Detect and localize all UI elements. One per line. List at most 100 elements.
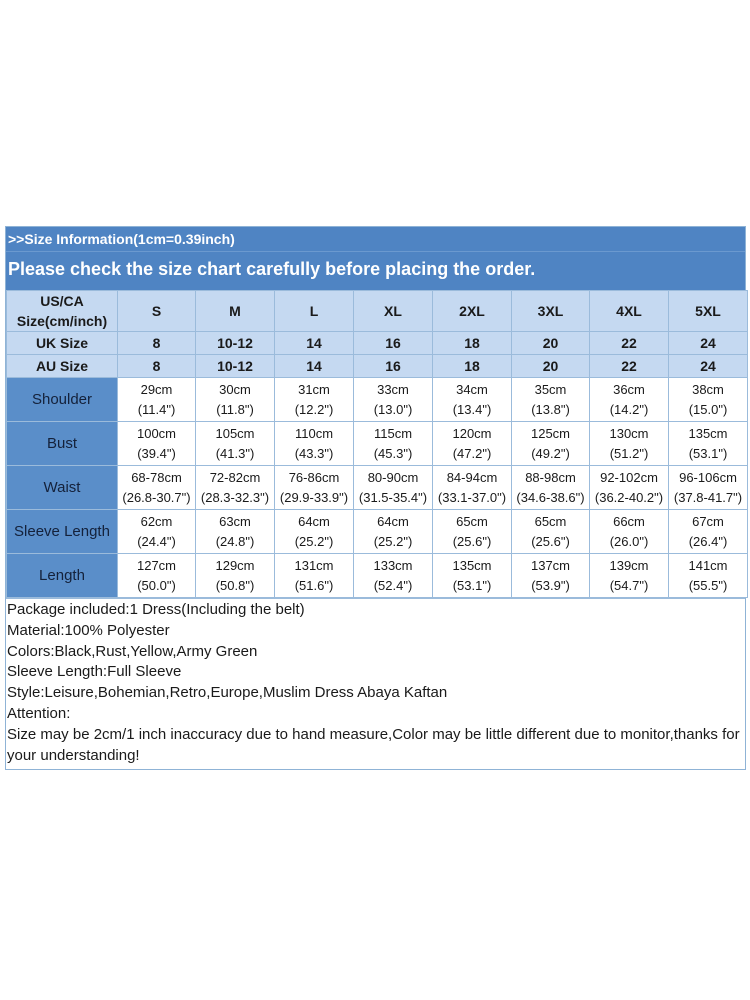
cm-value: 133cm — [373, 557, 413, 573]
cm-value: 65cm — [456, 513, 488, 529]
measurement-cell: 68-78cm (26.8-30.7") — [117, 465, 196, 510]
uk-size-value-4: 18 — [432, 331, 512, 355]
measurement-cell: 36cm (14.2") — [589, 377, 669, 422]
au-size-value-2: 14 — [274, 354, 354, 378]
measurement-cell: 130cm (51.2") — [589, 421, 669, 466]
size-table: US/CA Size(cm/inch) S M L XL 2XL 3XL 4XL 5XL UK… — [6, 290, 748, 598]
measurement-cell: 133cm (52.4") — [353, 553, 433, 598]
inch-value: (55.5") — [688, 577, 728, 593]
inch-value: (54.7") — [609, 577, 649, 593]
inch-value: (43.3") — [294, 445, 334, 461]
measurement-cell: 105cm (41.3") — [195, 421, 275, 466]
au-size-value-1: 10-12 — [195, 354, 275, 378]
measurement-row-bust: Bust 100cm (39.4") 105cm (41.3") 110cm (43.3")… — [6, 421, 748, 466]
cm-value: 96-106cm — [679, 469, 737, 485]
uk-size-value-3: 16 — [353, 331, 433, 355]
cm-value: 64cm — [377, 513, 409, 529]
measurement-label: Waist — [6, 465, 118, 510]
cm-value: 36cm — [613, 381, 645, 397]
inch-value: (13.0") — [373, 401, 413, 417]
inch-value: (33.1-37.0") — [437, 489, 507, 505]
inch-value: (13.4") — [452, 401, 492, 417]
inch-value: (39.4") — [137, 445, 176, 461]
inch-value: (26.0") — [609, 533, 649, 549]
measurement-cell: 30cm (11.8") — [195, 377, 275, 422]
inch-value: (29.9-33.9") — [279, 489, 349, 505]
au-size-value-3: 16 — [353, 354, 433, 378]
cm-value: 63cm — [219, 513, 251, 529]
measurement-cell: 35cm (13.8") — [511, 377, 590, 422]
uk-size-value-6: 22 — [589, 331, 669, 355]
size-name-5: 3XL — [511, 290, 590, 332]
measurement-cell: 84-94cm (33.1-37.0") — [432, 465, 512, 510]
inch-value: (14.2") — [609, 401, 649, 417]
measurement-cell: 65cm (25.6") — [511, 509, 590, 554]
note-line: Package included:1 Dress(Including the b… — [7, 601, 305, 618]
measurement-cell: 92-102cm (36.2-40.2") — [589, 465, 669, 510]
cm-value: 130cm — [609, 425, 649, 441]
size-check-banner: Please check the size chart carefully be… — [6, 251, 745, 290]
inch-value: (11.4") — [137, 401, 176, 417]
inch-value: (53.1") — [452, 577, 492, 593]
inch-value: (28.3-32.3") — [200, 489, 270, 505]
size-name-6: 4XL — [589, 290, 669, 332]
inch-value: (45.3") — [373, 445, 413, 461]
measurement-row-shoulder: Shoulder 29cm (11.4") 30cm (11.8") 31cm (12.2"… — [6, 377, 748, 422]
cm-value: 88-98cm — [525, 469, 576, 485]
inch-value: (26.8-30.7") — [122, 489, 191, 505]
measurement-cell: 125cm (49.2") — [511, 421, 590, 466]
size-name-7: 5XL — [668, 290, 748, 332]
note-line: Sleeve Length:Full Sleeve — [7, 663, 182, 681]
measurement-row-sleeve-length: Sleeve Length 62cm (24.4") 63cm (24.8") 64cm (… — [6, 509, 748, 554]
cm-value: 76-86cm — [288, 469, 340, 485]
cm-value: 131cm — [294, 557, 334, 573]
measurement-cell: 127cm (50.0") — [117, 553, 196, 598]
inch-value: (52.4") — [373, 577, 413, 593]
inch-value: (26.4") — [688, 533, 728, 549]
inch-value: (51.2") — [609, 445, 649, 461]
inch-value: (25.6") — [531, 533, 570, 549]
cm-value: 129cm — [215, 557, 255, 573]
measurement-cell: 66cm (26.0") — [589, 509, 669, 554]
measurement-row-waist: Waist 68-78cm (26.8-30.7") 72-82cm (28.3-32.… — [6, 465, 748, 510]
measurement-label: Shoulder — [6, 377, 118, 422]
inch-value: (24.8") — [215, 533, 255, 549]
measurement-cell: 62cm (24.4") — [117, 509, 196, 554]
cm-value: 115cm — [373, 425, 413, 441]
cm-value: 141cm — [688, 557, 728, 573]
cm-value: 67cm — [692, 513, 724, 529]
cm-value: 135cm — [452, 557, 492, 573]
measurement-row-length: Length 127cm (50.0") 129cm (50.8") 131cm (51.6… — [6, 553, 748, 598]
size-name-0: S — [117, 290, 196, 332]
measurement-cell: 88-98cm (34.6-38.6") — [511, 465, 590, 510]
size-name-3: XL — [353, 290, 433, 332]
inch-value: (31.5-35.4") — [358, 489, 428, 505]
inch-value: (50.0") — [137, 577, 176, 593]
size-header-row: US/CA Size(cm/inch) S M L XL 2XL 3XL 4XL 5XL — [6, 290, 748, 332]
product-notes: Package included:1 Dress(Including the b… — [6, 598, 745, 769]
inch-value: (12.2") — [294, 401, 334, 417]
measurement-cell: 131cm (51.6") — [274, 553, 354, 598]
cm-value: 84-94cm — [446, 469, 498, 485]
cm-value: 35cm — [534, 381, 567, 397]
measurement-cell: 135cm (53.1") — [432, 553, 512, 598]
inch-value: (34.6-38.6") — [516, 489, 585, 505]
inch-value: (41.3") — [215, 445, 255, 461]
inch-value: (36.2-40.2") — [594, 489, 664, 505]
inch-value: (53.1") — [688, 445, 728, 461]
au-size-value-6: 22 — [589, 354, 669, 378]
inch-value: (24.4") — [137, 533, 176, 549]
inch-value: (25.2") — [373, 533, 413, 549]
cm-value: 62cm — [140, 513, 173, 529]
cm-value: 127cm — [136, 557, 177, 573]
cm-value: 68-78cm — [131, 469, 182, 485]
measurement-cell: 63cm (24.8") — [195, 509, 275, 554]
uk-size-value-5: 20 — [511, 331, 590, 355]
note-line: Attention: — [7, 704, 71, 722]
cm-value: 31cm — [298, 381, 330, 397]
size-name-4: 2XL — [432, 290, 512, 332]
measurement-cell: 120cm (47.2") — [432, 421, 512, 466]
measurement-cell: 100cm (39.4") — [117, 421, 196, 466]
measurement-cell: 38cm (15.0") — [668, 377, 748, 422]
inch-value: (50.8") — [215, 577, 255, 593]
